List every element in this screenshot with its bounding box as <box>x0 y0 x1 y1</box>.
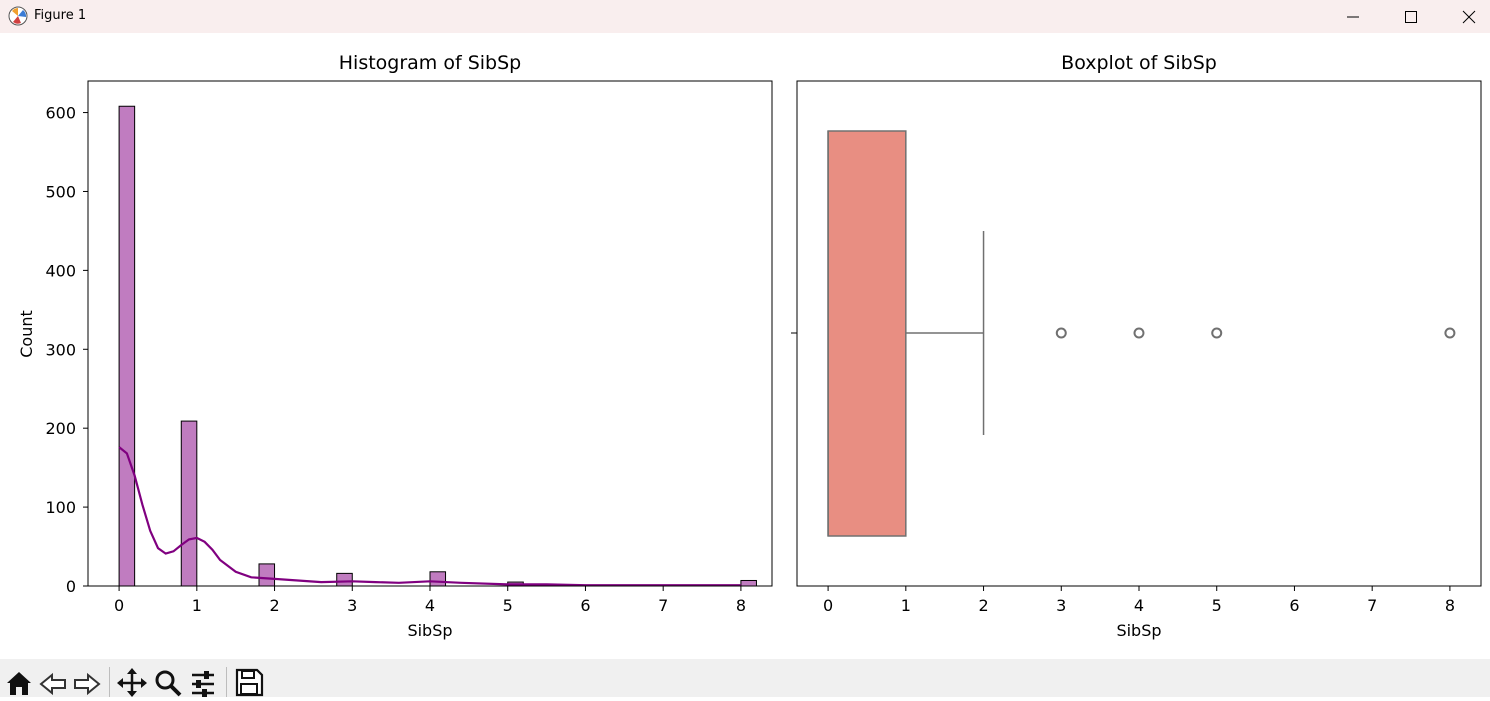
maximize-button[interactable] <box>1388 3 1434 31</box>
window-titlebar: Figure 1 <box>0 0 1490 33</box>
back-arrow-icon <box>39 672 66 696</box>
histogram-y-tick-label: 300 <box>45 340 76 359</box>
toolbar-separator <box>226 667 227 697</box>
histogram-x-tick-label: 4 <box>425 596 435 615</box>
figure-canvas: Histogram of SibSp 0 1 2 3 4 5 6 7 8 0 100 200 300 4… <box>0 33 1490 659</box>
boxplot-x-tick-label: 3 <box>1056 596 1066 615</box>
boxplot-x-tick-label: 1 <box>901 596 911 615</box>
back-button[interactable] <box>38 667 68 697</box>
histogram-bars <box>118 105 757 587</box>
pan-icon <box>117 668 147 697</box>
histogram-x-tick-label: 2 <box>269 596 279 615</box>
histogram-bar-6 <box>740 579 757 587</box>
forward-button[interactable] <box>72 667 102 697</box>
zoom-icon <box>155 670 182 697</box>
figure-svg: Histogram of SibSp 0 1 2 3 4 5 6 7 8 0 100 200 300 4… <box>17 52 1482 640</box>
histogram-x-tick-label: 3 <box>347 596 357 615</box>
matplotlib-app-icon <box>8 6 28 26</box>
box-outlier-point <box>1444 327 1456 339</box>
boxplot-x-ticks: 0 1 2 3 4 5 6 7 8 <box>823 586 1455 615</box>
histogram-title: Histogram of SibSp <box>339 52 521 74</box>
boxplot-x-tick-label: 0 <box>823 596 833 615</box>
histogram-x-tick-label: 1 <box>192 596 202 615</box>
histogram-y-tick-label: 600 <box>45 104 76 123</box>
histogram-x-tick-label: 7 <box>658 596 668 615</box>
close-button[interactable] <box>1446 3 1490 31</box>
histogram-y-ticks: 0 100 200 300 400 500 600 <box>45 104 88 596</box>
boxplot-title: Boxplot of SibSp <box>1061 52 1217 74</box>
boxplot-xlabel: SibSp <box>1116 621 1161 640</box>
configure-subplots-button[interactable] <box>188 667 218 697</box>
boxplot-x-tick-label: 8 <box>1445 596 1455 615</box>
histogram-y-tick-label: 0 <box>66 577 76 596</box>
histogram-y-tick-label: 400 <box>45 261 76 280</box>
kde-line <box>118 446 741 587</box>
zoom-button[interactable] <box>153 667 183 697</box>
boxplot-axes: Boxplot of SibSp 0 1 2 3 4 5 6 7 8 SibSp <box>791 52 1482 640</box>
boxplot-x-tick-label: 2 <box>978 596 988 615</box>
window-title: Figure 1 <box>34 8 87 23</box>
histogram-ylabel: Count <box>17 310 36 358</box>
histogram-bar-0 <box>118 105 136 587</box>
boxplot-x-tick-label: 6 <box>1289 596 1299 615</box>
configure-subplots-icon <box>192 671 214 697</box>
histogram-x-tick-label: 5 <box>503 596 513 615</box>
navigation-toolbar <box>0 659 1490 697</box>
box-iqr <box>827 130 907 537</box>
boxplot-x-tick-label: 4 <box>1134 596 1144 615</box>
histogram-bar-2 <box>258 563 276 587</box>
home-button[interactable] <box>4 667 34 697</box>
maximize-icon <box>1405 11 1417 23</box>
pan-button[interactable] <box>117 667 147 697</box>
boxplot-x-tick-label: 7 <box>1367 596 1377 615</box>
close-icon <box>1462 10 1476 24</box>
histogram-y-tick-label: 100 <box>45 498 76 517</box>
box-outlier-point <box>1133 327 1145 339</box>
histogram-bar-1 <box>180 420 198 587</box>
minimize-icon <box>1347 16 1359 18</box>
save-icon <box>235 668 264 697</box>
save-button[interactable] <box>234 667 264 697</box>
histogram-y-tick-label: 200 <box>45 419 76 438</box>
home-icon <box>7 672 31 695</box>
boxplot-x-tick-label: 5 <box>1212 596 1222 615</box>
histogram-x-ticks: 0 1 2 3 4 5 6 7 8 <box>114 586 746 615</box>
histogram-axes: Histogram of SibSp 0 1 2 3 4 5 6 7 8 0 100 200 300 4… <box>17 52 773 640</box>
histogram-x-tick-label: 6 <box>580 596 590 615</box>
toolbar-separator <box>109 667 110 697</box>
forward-arrow-icon <box>74 672 101 696</box>
box-outlier-point <box>1211 327 1223 339</box>
histogram-x-tick-label: 0 <box>114 596 124 615</box>
minimize-button[interactable] <box>1330 3 1376 31</box>
histogram-y-tick-label: 500 <box>45 182 76 201</box>
histogram-bar-3 <box>336 572 353 587</box>
boxplot-elements <box>827 130 1456 537</box>
box-outlier-point <box>1055 327 1067 339</box>
histogram-xlabel: SibSp <box>407 621 452 640</box>
histogram-bar-4 <box>429 571 447 587</box>
histogram-x-tick-label: 8 <box>736 596 746 615</box>
